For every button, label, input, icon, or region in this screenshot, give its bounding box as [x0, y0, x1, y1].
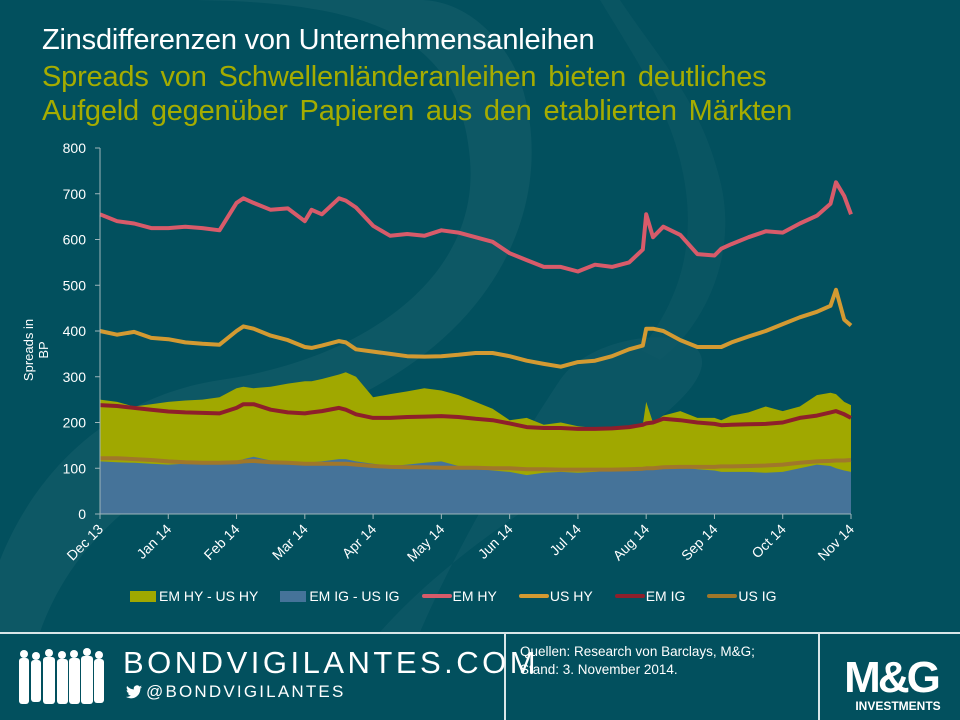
chart-subtitle: Spreads von Schwellenländeranleihen biet… [42, 60, 792, 128]
area-em-ig-us-ig [100, 456, 851, 514]
legend-item-us-hy: US HY [518, 588, 593, 604]
legend-line-us-hy [518, 594, 549, 598]
legend-item-em-ig: EM IG [614, 588, 686, 604]
line-em-ig [99, 402, 852, 431]
legend-item-em-hy: EM HY [421, 588, 497, 604]
legend-label: EM HY [452, 588, 497, 604]
legend-swatch-em-ig-us-ig [280, 590, 307, 602]
chart-title: Zinsdifferenzen von Unternehmensanleihen [42, 24, 595, 56]
x-tick-label: Aug 14 [610, 521, 653, 564]
line-us-ig [100, 456, 852, 472]
y-tick-label: 300 [63, 369, 87, 385]
x-tick-label: Jan 14 [133, 521, 174, 562]
y-tick-label: 100 [63, 460, 87, 476]
subtitle-line-2: Aufgeld gegenüber Papieren aus den etabl… [42, 95, 792, 127]
twitter-handle-link[interactable]: @BONDVIGILANTES [126, 682, 346, 702]
line-us-hy [99, 287, 853, 369]
footer-divider-1 [504, 634, 506, 720]
y-tick-label: 200 [63, 415, 87, 431]
legend-label: EM IG - US IG [309, 588, 400, 604]
subtitle-line-1: Spreads von Schwellenländeranleihen biet… [42, 61, 767, 93]
area-series-group [100, 372, 851, 514]
twitter-handle-text: @BONDVIGILANTES [146, 682, 346, 701]
logo-main-text: M&G [844, 653, 938, 702]
legend-line-em-ig [614, 594, 645, 598]
legend-label: US HY [549, 588, 593, 604]
footer-divider-2 [818, 634, 820, 720]
legend-label: EM HY - US HY [159, 588, 259, 604]
line-series-group [99, 180, 853, 472]
sources-line-1: Quellen: Research von Barclays, M&G; [520, 644, 755, 659]
chart-legend: EM HY - US HY EM IG - US IG EM HY US HY … [130, 588, 798, 604]
line-em-hy [99, 180, 853, 274]
sources-note: Quellen: Research von Barclays, M&G; Sta… [520, 643, 755, 679]
people-silhouette-icon [19, 648, 104, 704]
x-tick-label: May 14 [404, 521, 448, 565]
legend-label: US IG [738, 588, 777, 604]
legend-item-em-ig-us-ig: EM IG - US IG [280, 588, 400, 604]
legend-line-us-ig [707, 594, 738, 598]
y-tick-label: 500 [63, 277, 87, 293]
footer [0, 634, 960, 720]
x-tick-label: Feb 14 [201, 521, 243, 563]
legend-line-em-hy [421, 594, 452, 598]
spreads-chart: 0 100 200 300 400 500 600 700 800 Dec 13 Jan 14 Feb… [63, 140, 858, 565]
y-tick-label: 400 [63, 323, 87, 339]
y-tick-label: 600 [63, 232, 87, 248]
legend-item-em-hy-us-hy: EM HY - US HY [130, 588, 258, 604]
x-tick-label: Apr 14 [339, 521, 380, 562]
logo-sub-text: INVESTMENTS [855, 699, 940, 713]
x-tick-label: Mar 14 [269, 521, 311, 563]
y-axis-label: Spreads in BP [21, 318, 51, 382]
sources-line-2: Stand: 3. November 2014. [520, 662, 678, 677]
x-tick-label: Dec 13 [63, 521, 106, 564]
x-tick-label: Jul 14 [546, 521, 584, 559]
x-tick-label: Jun 14 [475, 521, 516, 562]
brand-link[interactable]: BONDVIGILANTES.COM [123, 645, 540, 680]
x-tick-label: Nov 14 [814, 521, 857, 564]
y-tick-label: 700 [63, 186, 87, 202]
mg-investments-logo: M&G INVESTMENTS [844, 653, 941, 713]
legend-swatch-em-hy-us-hy [130, 590, 156, 602]
footer-divider [0, 632, 960, 634]
y-tick-label: 800 [63, 140, 87, 156]
legend-label: EM IG [645, 588, 686, 604]
y-tick-label: 0 [78, 506, 86, 522]
x-tick-label: Oct 14 [748, 521, 789, 562]
x-tick-label: Sep 14 [678, 521, 721, 564]
legend-item-us-ig: US IG [707, 588, 776, 604]
twitter-bird-icon [126, 685, 142, 699]
